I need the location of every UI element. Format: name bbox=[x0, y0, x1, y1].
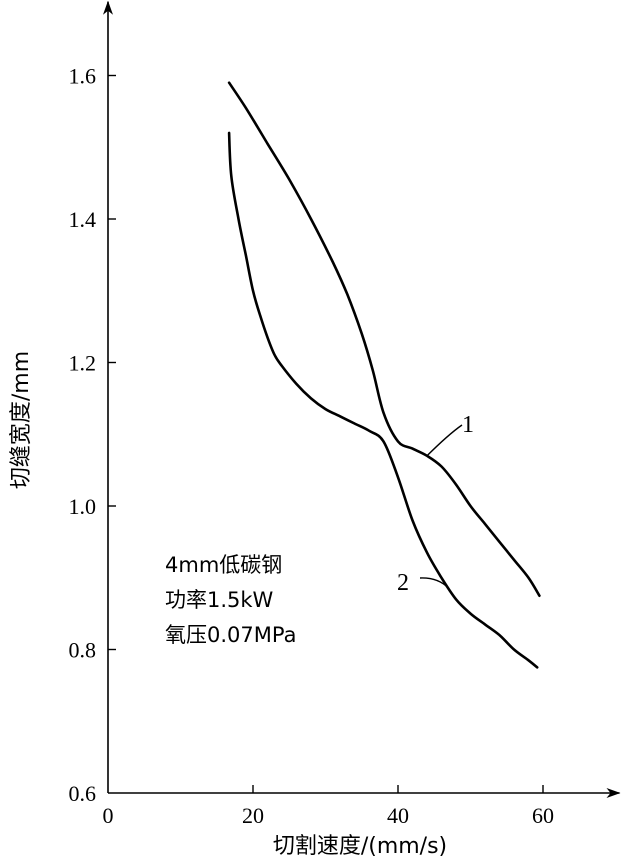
y-tick-label: 1.4 bbox=[69, 207, 97, 232]
y-axis-ticks: 0.6 0.8 1.0 1.2 1.4 1.6 bbox=[69, 64, 116, 806]
x-axis-title: 切割速度/(mm/s) bbox=[273, 834, 447, 859]
annotation-power: 功率1.5kW bbox=[165, 588, 274, 612]
x-tick-label: 20 bbox=[242, 803, 264, 828]
y-tick-label: 1.2 bbox=[69, 351, 97, 376]
y-axis-title: 切缝宽度/mm bbox=[9, 351, 34, 489]
y-tick-label: 1.6 bbox=[69, 64, 97, 89]
series-2-label: 2 bbox=[397, 570, 409, 596]
series-2-line bbox=[227, 131, 539, 669]
annotation-material: 4mm低碳钢 bbox=[165, 553, 282, 577]
y-tick-label: 1.0 bbox=[69, 494, 97, 519]
series-2-leader bbox=[419, 577, 450, 589]
x-axis-ticks: 0 20 40 60 bbox=[103, 785, 554, 828]
annotation-oxygen-pressure: 氧压0.07MPa bbox=[165, 623, 296, 647]
series-1-leader bbox=[426, 424, 463, 457]
y-tick-label: 0.8 bbox=[69, 638, 97, 663]
series-layer: 12 bbox=[227, 81, 541, 669]
series-1-line bbox=[227, 81, 541, 597]
x-tick-label: 40 bbox=[387, 803, 409, 828]
x-tick-label: 60 bbox=[532, 803, 554, 828]
y-tick-label: 0.6 bbox=[69, 781, 97, 806]
x-tick-label: 0 bbox=[103, 803, 114, 828]
series-1-label: 1 bbox=[462, 412, 474, 438]
annotation-block: 4mm低碳钢 功率1.5kW 氧压0.07MPa bbox=[165, 553, 296, 647]
